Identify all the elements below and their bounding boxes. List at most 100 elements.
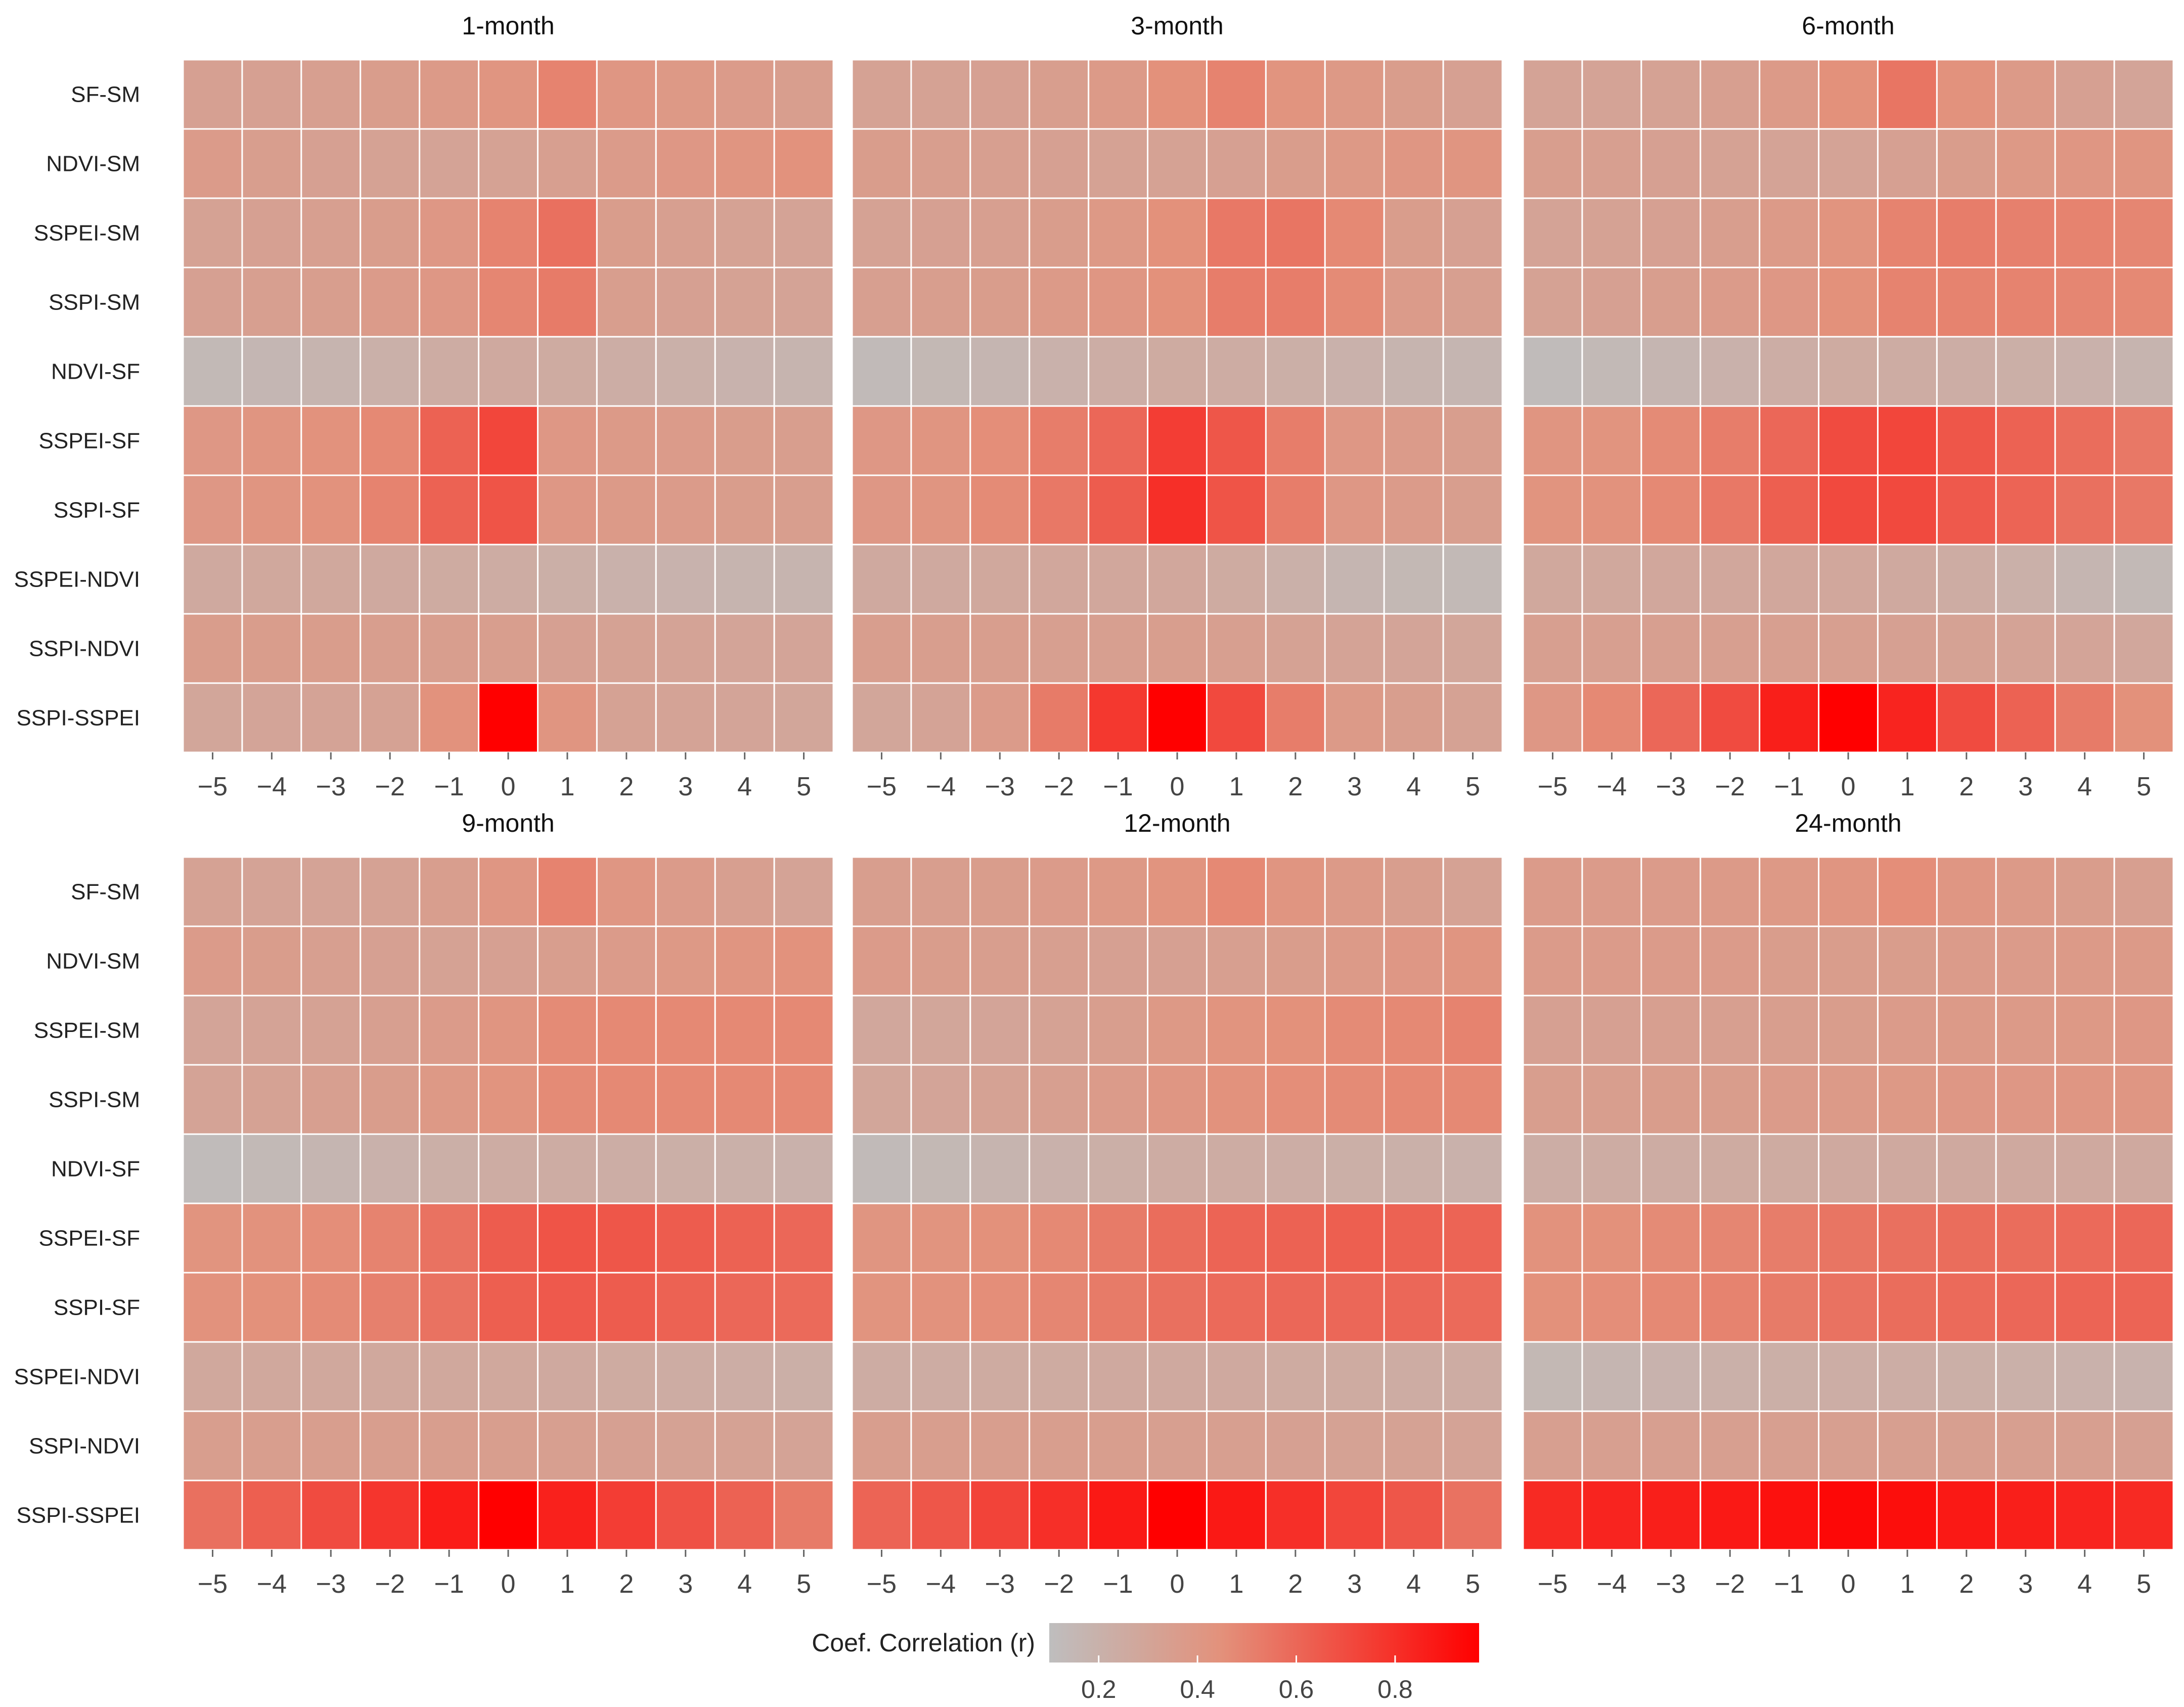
- heatmap-cell: [910, 995, 971, 1066]
- heatmap-cell: [969, 59, 1031, 130]
- heatmap-cell: [969, 1272, 1031, 1343]
- heatmap-cell: [2054, 405, 2115, 476]
- heatmap-cell: [1700, 405, 1761, 476]
- heatmap-cell: [1206, 474, 1267, 546]
- heatmap-cell: [1029, 474, 1090, 546]
- heatmap-cell: [1147, 1202, 1208, 1274]
- heatmap-cell: [1147, 1341, 1208, 1412]
- heatmap-cell: [1324, 1341, 1385, 1412]
- heatmap-cell: [2054, 925, 2115, 997]
- heatmap-cell: [773, 266, 834, 338]
- heatmap-cell: [1818, 405, 1879, 476]
- heatmap-cell: [1581, 266, 1642, 338]
- heatmap-cell: [537, 1202, 598, 1274]
- heatmap-cell: [1088, 1064, 1149, 1135]
- heatmap-cell: [360, 1341, 421, 1412]
- heatmap-cell: [1995, 1341, 2056, 1412]
- heatmap-cell: [2113, 1064, 2174, 1135]
- row-label: SSPI-SF: [54, 1295, 140, 1320]
- heatmap-cell: [300, 405, 362, 476]
- heatmap-cell: [1265, 1272, 1326, 1343]
- heatmap-cell: [1581, 856, 1642, 927]
- heatmap-cell: [655, 856, 716, 927]
- heatmap-cell: [1818, 856, 1879, 927]
- heatmap-cell: [1442, 995, 1503, 1066]
- heatmap-cell: [1877, 1202, 1938, 1274]
- heatmap-cell: [478, 1133, 539, 1204]
- heatmap-cell: [596, 405, 657, 476]
- heatmap-cell: [1147, 1479, 1208, 1551]
- heatmap-cell: [241, 197, 302, 268]
- heatmap-cell: [1936, 995, 1997, 1066]
- x-tick-label: 1: [560, 772, 574, 801]
- heatmap-cell: [1700, 128, 1761, 199]
- heatmap-cell: [1522, 474, 1583, 546]
- heatmap-cell: [2113, 474, 2174, 546]
- heatmap-cell: [969, 1410, 1031, 1481]
- heatmap-cell: [1700, 856, 1761, 927]
- heatmap-cell: [1442, 925, 1503, 997]
- heatmap-cell: [910, 405, 971, 476]
- heatmap-cell: [1088, 59, 1149, 130]
- heatmap-cell: [1759, 682, 1820, 753]
- heatmap-cell: [300, 1479, 362, 1551]
- legend-tick-label: 0.4: [1180, 1675, 1215, 1703]
- heatmap-cell: [2054, 1479, 2115, 1551]
- x-tick-label: −1: [1103, 1569, 1133, 1599]
- heatmap-cell: [773, 925, 834, 997]
- x-tick-label: 1: [560, 1569, 574, 1599]
- heatmap-cell: [1818, 613, 1879, 684]
- heatmap-cell: [851, 1272, 912, 1343]
- heatmap-cell: [1936, 1133, 1997, 1204]
- x-tick-label: 4: [737, 1569, 752, 1599]
- heatmap-cell: [1029, 544, 1090, 615]
- heatmap-cell: [655, 1202, 716, 1274]
- heatmap-cell: [1581, 405, 1642, 476]
- heatmap-cell: [1759, 1410, 1820, 1481]
- heatmap-cell: [300, 544, 362, 615]
- heatmap-cell: [2113, 59, 2174, 130]
- heatmap-cell: [1442, 1410, 1503, 1481]
- heatmap-cell: [655, 197, 716, 268]
- heatmap-cell: [1877, 59, 1938, 130]
- heatmap-cell: [1206, 197, 1267, 268]
- x-tick-label: 4: [2077, 1569, 2092, 1599]
- heatmap-cell: [360, 336, 421, 407]
- heatmap-cell: [537, 1479, 598, 1551]
- x-tick-label: −4: [926, 1569, 956, 1599]
- row-label: NDVI-SF: [51, 1157, 140, 1182]
- heatmap-cell: [182, 474, 243, 546]
- heatmap-cell: [1265, 1410, 1326, 1481]
- heatmap-cell: [1522, 1064, 1583, 1135]
- heatmap-cell: [2113, 544, 2174, 615]
- heatmap-cell: [241, 544, 302, 615]
- heatmap-cell: [1147, 925, 1208, 997]
- heatmap-cell: [1088, 336, 1149, 407]
- heatmap-cell: [714, 128, 775, 199]
- heatmap-cell: [182, 682, 243, 753]
- heatmap-cell: [1818, 128, 1879, 199]
- heatmap-cell: [360, 1064, 421, 1135]
- panel-24-month: 24-month −5 −4 −3 −2 −1 0 1 2 3 4 5: [1522, 809, 2174, 1599]
- heatmap-cell: [655, 405, 716, 476]
- heatmap-cell: [596, 59, 657, 130]
- heatmap-cell: [1640, 474, 1702, 546]
- heatmap-cell: [182, 856, 243, 927]
- heatmap-cell: [1581, 1479, 1642, 1551]
- heatmap-cell: [2054, 59, 2115, 130]
- heatmap-cell: [241, 1410, 302, 1481]
- heatmap-cell: [1265, 856, 1326, 927]
- heatmap-cell: [1206, 1479, 1267, 1551]
- heatmap-cell: [1147, 613, 1208, 684]
- heatmap-cell: [360, 197, 421, 268]
- heatmap-cell: [655, 1479, 716, 1551]
- heatmap-cell: [1442, 1133, 1503, 1204]
- heatmap-cell: [773, 1341, 834, 1412]
- heatmap-cell: [1522, 1202, 1583, 1274]
- heatmap-cell: [419, 474, 480, 546]
- x-tick-label: −3: [985, 1569, 1015, 1599]
- heatmap-cell: [714, 1341, 775, 1412]
- heatmap-cell: [1088, 544, 1149, 615]
- panel-3-month: 3-month −5 −4 −3 −2 −1 0 1 2 3 4 5: [851, 12, 1503, 801]
- x-tick-label: 2: [1288, 772, 1303, 801]
